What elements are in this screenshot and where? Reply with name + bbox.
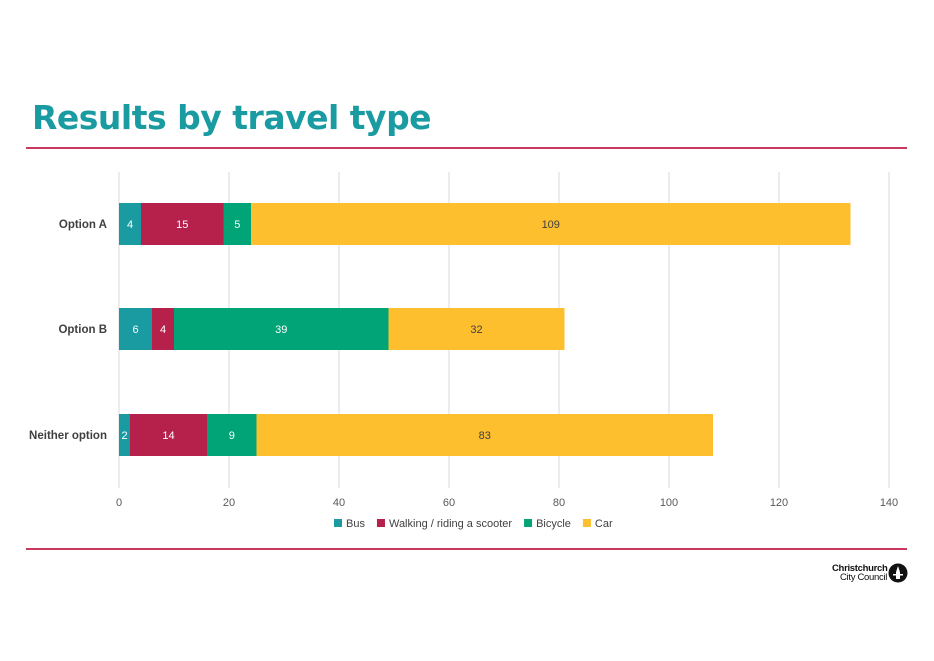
data-label: 83 [479, 430, 491, 442]
council-logo: Christchurch City Council [830, 562, 910, 584]
legend-swatch [334, 519, 342, 527]
x-tick-label: 120 [770, 497, 788, 509]
bar-segment [152, 308, 174, 350]
bar-segment [174, 308, 389, 350]
legend-swatch [524, 519, 533, 527]
x-tick-label: 100 [660, 497, 678, 509]
x-tick-label: 60 [443, 497, 455, 509]
bar-segment [119, 203, 141, 245]
stacked-bar-chart: 0 20 40 60 80 100 120 140 Option A 4 15 5 109 Option … [29, 172, 898, 530]
top-divider [26, 147, 907, 149]
legend-swatch [376, 519, 385, 527]
data-label: 4 [160, 324, 166, 336]
data-label: 109 [542, 219, 560, 231]
data-label: 39 [275, 324, 287, 336]
data-label: 32 [470, 324, 482, 336]
bar-segment [256, 414, 713, 456]
data-label: 2 [121, 430, 127, 442]
data-label: 9 [229, 430, 235, 442]
bar-segment [388, 308, 565, 350]
data-label: 15 [176, 219, 188, 231]
page-title: Results by travel type [32, 98, 432, 137]
category-label: Option B [58, 324, 107, 336]
data-label: 5 [234, 219, 240, 231]
x-tick-label: 40 [333, 497, 345, 509]
bar-segment [119, 414, 130, 456]
cathedral-icon [888, 563, 908, 583]
category-label: Option A [59, 219, 107, 231]
bar-segment [223, 203, 251, 245]
bottom-divider [26, 548, 907, 550]
x-tick-label: 20 [223, 497, 235, 509]
bar-segment [119, 308, 152, 350]
legend-label: Bus [346, 518, 365, 530]
x-tick-label: 80 [553, 497, 565, 509]
legend-label: Walking / riding a scooter [389, 518, 512, 530]
bar-segment [207, 414, 257, 456]
bar-segment [130, 414, 207, 456]
data-label: 4 [127, 219, 133, 231]
data-label: 6 [132, 324, 138, 336]
legend-label: Car [595, 518, 613, 530]
x-tick-label: 0 [116, 497, 122, 509]
legend-label: Bicycle [536, 518, 571, 530]
bar-segment [141, 203, 224, 245]
category-label: Neither option [29, 430, 107, 442]
data-label: 14 [162, 430, 174, 442]
x-tick-label: 140 [880, 497, 898, 509]
legend-swatch [582, 519, 591, 527]
logo-line-1: Christchurch [832, 563, 888, 574]
logo-line-2: City Council [840, 572, 888, 583]
bar-segment [251, 203, 851, 245]
